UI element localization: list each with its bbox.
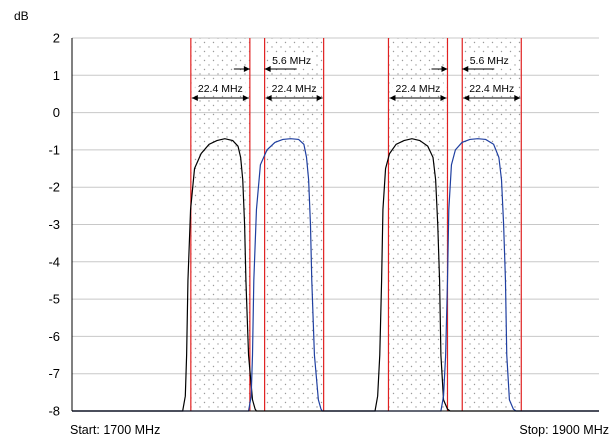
y-tick-label: -1 — [48, 142, 60, 157]
arrow-head — [389, 95, 396, 101]
gap-label: 5.6 MHz — [470, 55, 509, 67]
arrow-head — [264, 66, 271, 72]
band-width-label: 22.4 MHz — [469, 83, 514, 95]
label-bg — [466, 81, 517, 94]
arrow-head — [265, 95, 272, 101]
arrow-head — [316, 95, 323, 101]
y-tick-label: 0 — [53, 105, 60, 120]
arrow-head — [440, 95, 447, 101]
arrow-head — [514, 95, 521, 101]
label-bg — [392, 81, 443, 94]
label-bg — [269, 81, 320, 94]
gap-label: 5.6 MHz — [272, 55, 311, 67]
label-bg — [269, 54, 314, 66]
arrow-head — [463, 95, 470, 101]
y-tick-label: -6 — [48, 329, 60, 344]
y-tick-label: 1 — [53, 68, 60, 83]
band-region — [462, 38, 522, 411]
y-tick-label: -2 — [48, 180, 60, 195]
arrow-head — [242, 95, 249, 101]
y-tick-label: -5 — [48, 292, 60, 307]
label-bg — [467, 54, 512, 66]
band-width-label: 22.4 MHz — [396, 83, 441, 95]
band-region — [190, 38, 250, 411]
y-axis-unit: dB — [14, 9, 29, 23]
label-bg — [195, 81, 246, 94]
arrow-head — [191, 95, 198, 101]
arrow-head — [243, 66, 250, 72]
annotations: 22.4 MHz 22.4 MHz 22.4 MHz 22.4 MHz 5.6 MHz 5… — [191, 54, 521, 101]
x-start-label: Start: 1700 MHz — [70, 423, 160, 437]
x-stop-label: Stop: 1900 MHz — [519, 423, 609, 437]
y-tick-label: -4 — [48, 254, 60, 269]
y-tick-label: -8 — [48, 404, 60, 419]
y-tick-label: -3 — [48, 217, 60, 232]
arrow-head — [441, 66, 448, 72]
y-tick-label: 2 — [53, 31, 60, 46]
y-tick-labels: 2 1 0 -1 -2 -3 -4 -5 -6 -7 -8 — [48, 31, 60, 419]
arrow-head — [462, 66, 469, 72]
band-regions — [190, 38, 522, 411]
y-tick-label: -7 — [48, 366, 60, 381]
band-width-label: 22.4 MHz — [272, 83, 317, 95]
band-width-label: 22.4 MHz — [198, 83, 243, 95]
